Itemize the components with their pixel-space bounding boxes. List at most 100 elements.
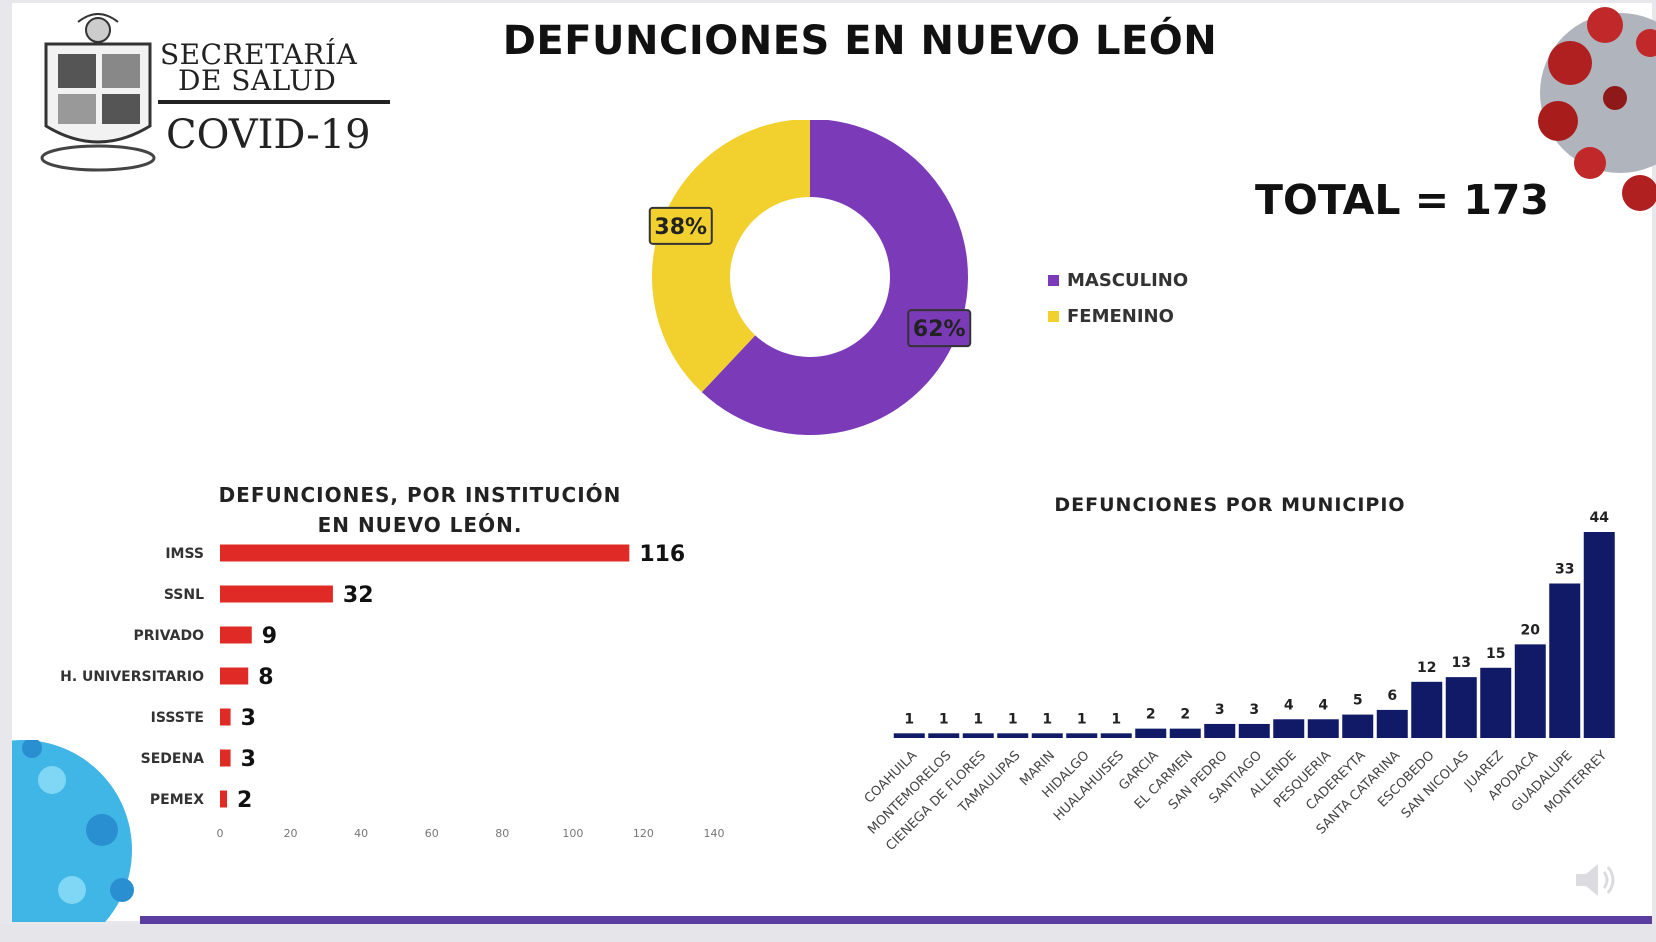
- municipio-bar-san-pedro: [1204, 723, 1236, 738]
- institution-label-h-universitario: H. UNIVERSITARIO: [60, 669, 204, 685]
- municipio-value-santa-catarina: 6: [1387, 688, 1397, 704]
- donut-label-box-femenino: [648, 206, 713, 245]
- institution-xtick: 20: [284, 827, 298, 840]
- municipio-value-hidalgo: 1: [1077, 711, 1087, 727]
- institution-label-sedena: SEDENA: [141, 751, 205, 767]
- municipio-bar-monterrey: [1583, 532, 1615, 738]
- municipio-value-montemorelos: 1: [939, 711, 949, 727]
- municipio-value-pesqueria: 4: [1318, 697, 1328, 713]
- institution-bar-pemex: [220, 790, 228, 808]
- donut-legend: MASCULINO FEMENINO: [1048, 262, 1188, 334]
- municipio-value-cienega-de-flores: 1: [973, 711, 983, 727]
- municipio-bar-santa-catarina: [1376, 709, 1408, 738]
- municipio-value-hualahuises: 1: [1111, 711, 1121, 727]
- total-deaths: TOTAL = 173: [1255, 176, 1549, 224]
- donut-label-box-masculino: [907, 309, 972, 348]
- municipio-value-san-pedro: 3: [1215, 702, 1225, 718]
- municipio-bar-montemorelos: [928, 733, 960, 738]
- municipio-value-garcia: 2: [1146, 707, 1156, 723]
- institution-bar-imss: [220, 544, 630, 562]
- institution-label-ssnl: SSNL: [164, 587, 204, 603]
- institution-bar-privado: [220, 626, 252, 644]
- municipio-bar-tamaulipas: [997, 733, 1029, 738]
- municipio-bar-hidalgo: [1066, 733, 1098, 738]
- state-seal-icon: [40, 13, 156, 172]
- institution-xtick: 0: [217, 827, 224, 840]
- municipio-value-monterrey: 44: [1590, 510, 1610, 526]
- logo-divider: [158, 100, 390, 104]
- municipio-bar-garcia: [1135, 728, 1167, 738]
- institution-label-pemex: PEMEX: [150, 792, 204, 808]
- institution-bar-sedena: [220, 749, 231, 767]
- institution-value-ssnl: 32: [343, 583, 374, 608]
- institution-xtick: 80: [495, 827, 509, 840]
- legend-label-femenino: FEMENINO: [1067, 305, 1174, 327]
- coronavirus-blue-icon: [12, 740, 134, 922]
- municipio-value-tamaulipas: 1: [1008, 711, 1018, 727]
- donut-label-masculino: 62%: [913, 317, 966, 342]
- legend-item-masculino: MASCULINO: [1048, 262, 1188, 298]
- donut-label-femenino: 38%: [654, 215, 707, 240]
- institution-xtick: 140: [704, 827, 725, 840]
- municipio-bar-pesqueria: [1307, 719, 1339, 738]
- institution-value-issste: 3: [241, 706, 256, 731]
- municipio-value-cadereyta: 5: [1353, 693, 1363, 709]
- program-name: COVID-19: [166, 112, 371, 158]
- municipio-value-san-nicolas: 13: [1452, 655, 1471, 671]
- legend-swatch-femenino: [1048, 310, 1059, 322]
- institution-value-h-universitario: 8: [258, 665, 273, 690]
- bottom-strip: [0, 924, 1656, 942]
- institution-label-issste: ISSSTE: [151, 710, 204, 726]
- municipio-bar-el-carmen: [1169, 728, 1201, 738]
- institution-xtick: 60: [425, 827, 439, 840]
- municipio-bar-apodaca: [1514, 644, 1546, 738]
- org-name-line1: SECRETARÍA: [160, 38, 358, 71]
- municipio-bar-juarez: [1480, 667, 1512, 738]
- institution-xtick: 120: [633, 827, 654, 840]
- municipio-chart-title: DEFUNCIONES POR MUNICIPIO: [1054, 494, 1406, 516]
- institution-bar-ssnl: [220, 585, 333, 603]
- legend-swatch-masculino: [1048, 274, 1059, 286]
- donut-slice-femenino: [652, 120, 810, 393]
- municipio-bar-cadereyta: [1342, 714, 1374, 738]
- legend-label-masculino: MASCULINO: [1067, 269, 1189, 291]
- municipio-bar-hualahuises: [1100, 733, 1132, 738]
- page-title: DEFUNCIONES EN NUEVO LEÓN: [502, 18, 1218, 64]
- institution-xtick: 40: [354, 827, 368, 840]
- secretaria-logo: SECRETARÍA DE SALUD COVID-19: [18, 8, 390, 178]
- gender-donut-chart: 62% 38%: [648, 120, 972, 435]
- institution-label-privado: PRIVADO: [134, 628, 205, 644]
- institution-chart-title: DEFUNCIONES, POR INSTITUCIÓN EN NUEVO LE…: [218, 483, 622, 537]
- institution-xtick: 100: [562, 827, 583, 840]
- municipio-value-el-carmen: 2: [1180, 707, 1190, 723]
- bottom-accent-bar: [140, 916, 1652, 924]
- municipio-value-marin: 1: [1042, 711, 1052, 727]
- municipio-value-apodaca: 20: [1521, 622, 1541, 638]
- donut-slice-masculino: [701, 120, 968, 435]
- org-name-line2: DE SALUD: [178, 64, 337, 97]
- speaker-icon[interactable]: [1570, 858, 1620, 902]
- institution-value-privado: 9: [262, 624, 277, 649]
- municipio-bar-allende: [1273, 719, 1305, 738]
- municipio-value-escobedo: 12: [1417, 660, 1436, 676]
- municipio-value-juarez: 15: [1486, 646, 1505, 662]
- institution-value-imss: 116: [639, 542, 685, 567]
- municipio-bar-santiago: [1238, 723, 1270, 738]
- institution-label-imss: IMSS: [165, 546, 204, 562]
- legend-item-femenino: FEMENINO: [1048, 298, 1188, 334]
- municipio-bar-cienega-de-flores: [962, 733, 994, 738]
- municipio-value-coahuila: 1: [904, 711, 914, 727]
- coronavirus-red-icon: [1538, 7, 1656, 211]
- institution-value-pemex: 2: [237, 788, 252, 813]
- institution-bar-issste: [220, 708, 231, 726]
- municipio-value-guadalupe: 33: [1555, 562, 1574, 578]
- municipio-bar-marin: [1031, 733, 1063, 738]
- municipio-bar-escobedo: [1411, 681, 1443, 738]
- institution-value-sedena: 3: [241, 747, 256, 772]
- municipio-value-santiago: 3: [1249, 702, 1259, 718]
- institution-bar-h-universitario: [220, 667, 249, 685]
- municipio-bar-guadalupe: [1549, 583, 1581, 738]
- municipio-value-allende: 4: [1284, 697, 1294, 713]
